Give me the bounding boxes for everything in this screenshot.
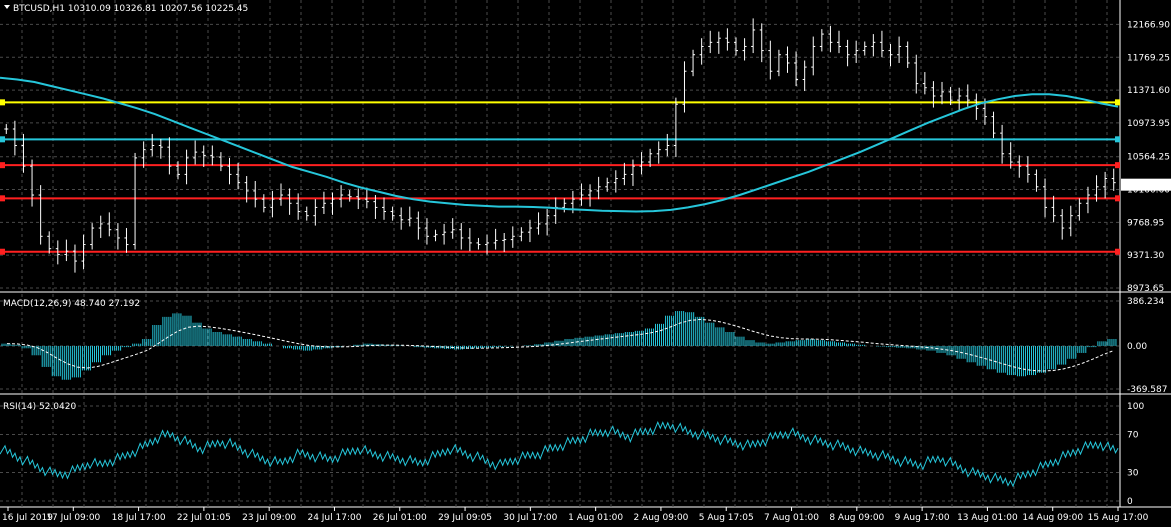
macd-tick-label: 386.234 bbox=[1127, 297, 1164, 307]
time-tick-label: 30 Jul 17:00 bbox=[503, 513, 557, 523]
price-bars bbox=[4, 18, 1116, 273]
current-price-label: 10225.45 bbox=[1126, 181, 1169, 191]
macd-histogram bbox=[1, 311, 1117, 380]
level-marker-left bbox=[0, 162, 5, 169]
level-marker-right bbox=[1115, 195, 1120, 202]
time-tick-label: 26 Jul 01:00 bbox=[373, 513, 427, 523]
level-marker-right bbox=[1115, 136, 1120, 143]
time-tick-label: 14 Aug 09:00 bbox=[1022, 513, 1083, 523]
time-tick-label: 17 Jul 09:00 bbox=[46, 513, 100, 523]
moving-average-line bbox=[0, 76, 1119, 213]
dropdown-triangle-icon bbox=[4, 5, 10, 9]
time-tick-label: 23 Jul 09:00 bbox=[242, 513, 296, 523]
time-tick-label: 29 Jul 09:05 bbox=[438, 513, 492, 523]
time-tick-label: 18 Jul 17:00 bbox=[112, 513, 166, 523]
price-tick-label: 9768.95 bbox=[1127, 218, 1164, 228]
level-marker-right bbox=[1115, 248, 1120, 255]
price-tick-label: 8973.65 bbox=[1127, 284, 1164, 294]
level-marker-left bbox=[0, 248, 5, 255]
price-tick-label: 9371.30 bbox=[1127, 251, 1164, 261]
macd-tick-label: 0.00 bbox=[1127, 342, 1147, 352]
rsi-tick-label: 100 bbox=[1127, 402, 1144, 412]
time-tick-label: 1 Aug 01:00 bbox=[568, 513, 623, 523]
time-tick-label: 22 Jul 01:05 bbox=[177, 513, 231, 523]
rsi-tick-label: 0 bbox=[1127, 497, 1133, 507]
chart-header: BTCUSD,H1 10310.09 10326.81 10207.56 102… bbox=[13, 4, 248, 14]
time-tick-label: 2 Aug 09:00 bbox=[633, 513, 688, 523]
level-marker-left bbox=[0, 195, 5, 202]
rsi-header: RSI(14) 52.0420 bbox=[3, 402, 76, 412]
price-tick-label: 10564.25 bbox=[1127, 153, 1170, 163]
price-tick-label: 11371.60 bbox=[1127, 86, 1170, 96]
rsi-tick-label: 70 bbox=[1127, 431, 1139, 441]
price-tick-label: 10973.95 bbox=[1127, 119, 1170, 129]
time-tick-label: 8 Aug 09:00 bbox=[829, 513, 884, 523]
time-tick-label: 7 Aug 01:00 bbox=[764, 513, 819, 523]
macd-tick-label: -369.587 bbox=[1127, 385, 1167, 395]
rsi-tick-label: 30 bbox=[1127, 469, 1139, 479]
time-tick-label: 16 Jul 2019 bbox=[2, 513, 53, 523]
time-tick-label: 5 Aug 17:05 bbox=[699, 513, 754, 523]
level-marker-left bbox=[0, 136, 5, 143]
level-marker-right bbox=[1115, 99, 1120, 106]
macd-header: MACD(12,26,9) 48.740 27.192 bbox=[3, 299, 140, 309]
time-tick-label: 9 Aug 17:00 bbox=[895, 513, 950, 523]
time-tick-label: 13 Aug 01:00 bbox=[957, 513, 1018, 523]
price-tick-label: 12166.90 bbox=[1127, 20, 1170, 30]
current-price-box bbox=[1121, 178, 1171, 191]
rsi-line bbox=[0, 421, 1119, 488]
time-tick-label: 24 Jul 17:00 bbox=[307, 513, 361, 523]
level-marker-right bbox=[1115, 162, 1120, 169]
level-marker-left bbox=[0, 99, 5, 106]
time-tick-label: 15 Aug 17:00 bbox=[1088, 513, 1149, 523]
price-tick-label: 11769.25 bbox=[1127, 53, 1170, 63]
